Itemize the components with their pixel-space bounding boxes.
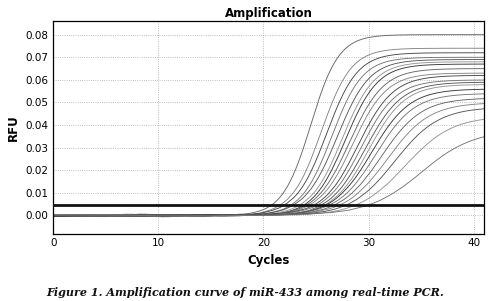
- Title: Amplification: Amplification: [225, 7, 313, 20]
- Y-axis label: RFU: RFU: [7, 114, 20, 141]
- X-axis label: Cycles: Cycles: [247, 254, 290, 267]
- Text: Figure 1. Amplification curve of miR-433 among real-time PCR.: Figure 1. Amplification curve of miR-433…: [47, 287, 444, 298]
